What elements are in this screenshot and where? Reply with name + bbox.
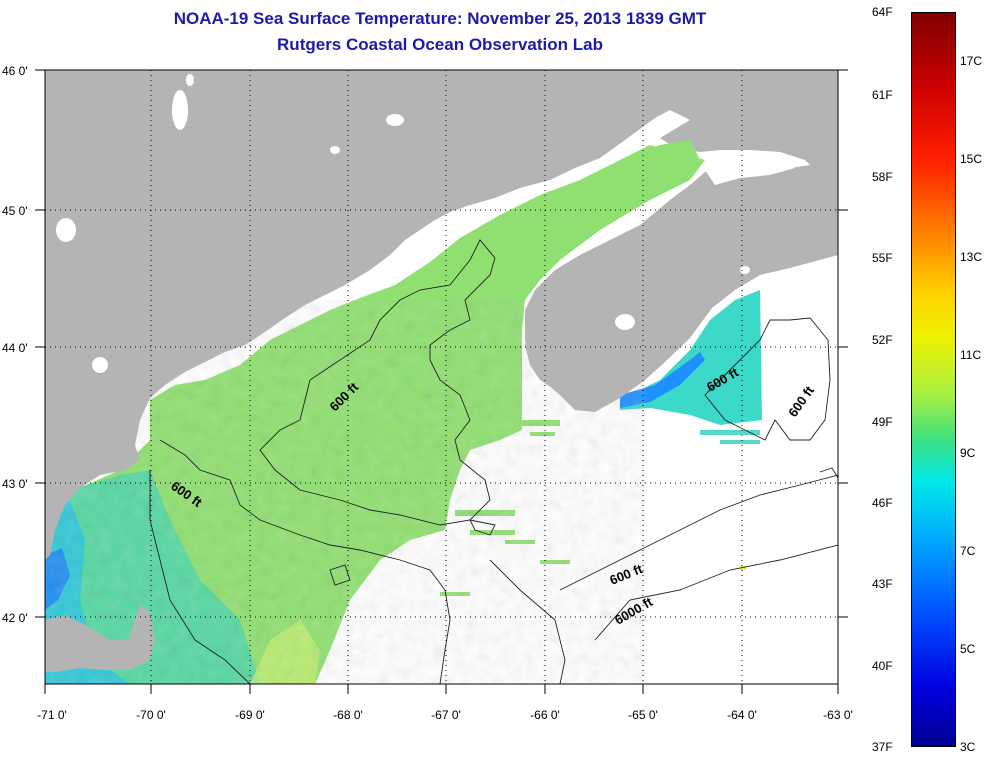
lat-label: 46 0': [2, 64, 28, 78]
colorbar-f-label: 46F: [872, 496, 893, 510]
lat-label: 44 0': [2, 341, 28, 355]
lon-label: -63 0': [823, 708, 853, 722]
lat-label: 45 0': [2, 204, 28, 218]
colorbar-c-label: 3C: [960, 740, 976, 754]
map-subtitle: Rutgers Coastal Ocean Observation Lab: [277, 35, 603, 54]
land-cape-cod: [45, 605, 155, 672]
lon-label: -70 0': [136, 708, 166, 722]
colorbar-c-label: 9C: [960, 446, 976, 460]
colorbar-f-label: 61F: [872, 88, 893, 102]
lon-label: -69 0': [235, 708, 265, 722]
lat-label: 43 0': [2, 477, 28, 491]
colorbar-f-label: 55F: [872, 251, 893, 265]
colorbar-c-label: 15C: [960, 152, 983, 166]
lon-label: -71 0': [37, 708, 67, 722]
colorbar-f-label: 37F: [872, 740, 893, 754]
land-nova-scotia: [525, 240, 838, 412]
colorbar-c-label: 7C: [960, 544, 976, 558]
lon-label: -64 0': [727, 708, 757, 722]
lon-label: -67 0': [431, 708, 461, 722]
colorbar-c-label: 5C: [960, 642, 976, 656]
inland-lakes: [56, 74, 750, 373]
bay-of-fundy: [610, 140, 700, 200]
colorbar-c-label: 11C: [960, 348, 982, 362]
lat-label: 42 0': [2, 611, 28, 625]
graticule: [45, 70, 838, 684]
lon-label: -65 0': [628, 708, 658, 722]
colorbar-f-label: 43F: [872, 577, 893, 591]
colorbar-f-label: 49F: [872, 415, 893, 429]
colorbar-f-label: 40F: [872, 659, 893, 673]
colorbar-f-label: 52F: [872, 333, 893, 347]
map-frame: [44, 69, 839, 685]
minas-basin: [705, 160, 795, 185]
colorbar-f-label: 58F: [872, 170, 893, 184]
temperature-colorbar: [911, 12, 956, 747]
map-title: NOAA-19 Sea Surface Temperature: Novembe…: [173, 9, 707, 28]
tick-marks: [35, 69, 848, 694]
lon-label: -66 0': [530, 708, 560, 722]
colorbar-f-label: 64F: [872, 5, 893, 19]
land-new-england: [45, 70, 838, 560]
lon-label: -68 0': [333, 708, 363, 722]
depth-contours: [149, 239, 838, 684]
sst-east-edge: [620, 352, 705, 408]
colorbar-c-label: 17C: [960, 54, 983, 68]
colorbar-c-label: 13C: [960, 250, 983, 264]
